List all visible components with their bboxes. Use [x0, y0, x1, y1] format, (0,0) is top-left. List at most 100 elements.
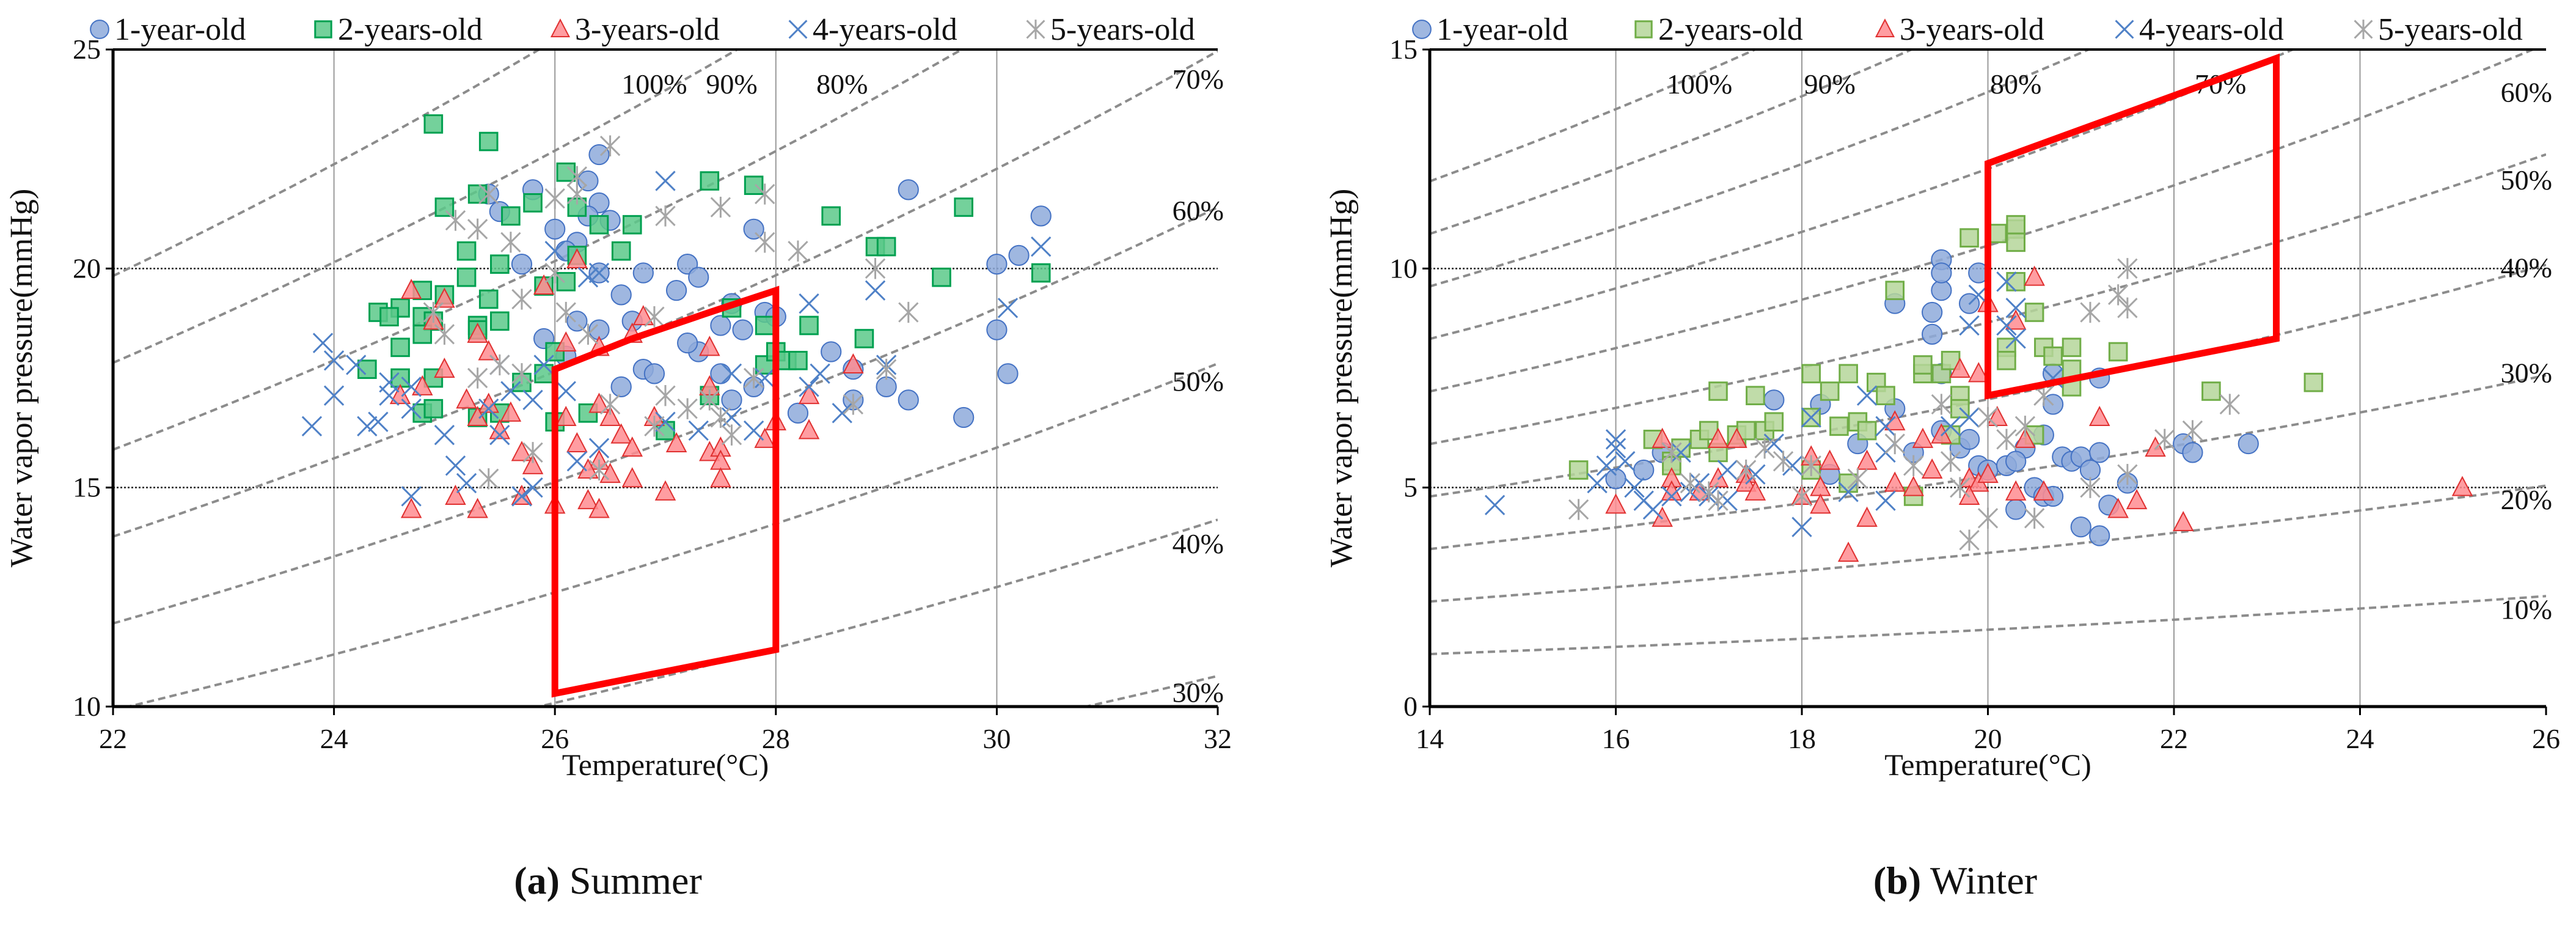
data-point-5-years-old — [721, 424, 742, 446]
rh-curve-label: 80% — [816, 68, 868, 100]
data-point-5-years-old — [1884, 433, 1905, 455]
data-point-2-years-old — [876, 237, 896, 257]
rh-curve-label: 100% — [621, 68, 687, 100]
data-point-2-years-old — [2006, 215, 2025, 235]
data-point-3-years-old — [621, 467, 643, 488]
legend-marker-circle — [1412, 20, 1432, 39]
y-tick-label: 10 — [73, 691, 101, 722]
data-point-5-years-old — [876, 359, 897, 380]
data-point-4-years-old — [489, 425, 510, 446]
data-point-4-years-old — [1661, 486, 1682, 507]
data-point-3-years-old — [1884, 471, 1906, 492]
data-point-5-years-old — [843, 394, 864, 415]
data-point-4-years-old — [323, 350, 345, 371]
data-point-3-years-old — [1903, 476, 1924, 496]
data-point-2-years-old — [1959, 228, 1979, 248]
data-point-4-years-old — [655, 171, 676, 191]
rh-curve-label: 10% — [2501, 593, 2552, 625]
rh-curve-90 — [113, 50, 740, 364]
data-point-4-years-old — [368, 411, 389, 432]
data-point-4-years-old — [434, 425, 455, 446]
y-tick-label: 5 — [1403, 472, 1418, 503]
rh-curves — [113, 50, 1218, 707]
rh-curve-label: 20% — [2501, 484, 2552, 515]
data-point-1-year-old — [1763, 389, 1785, 411]
data-point-2-years-old — [1801, 364, 1821, 384]
data-point-3-years-old — [434, 358, 455, 378]
legend-marker-asterisk — [1026, 20, 1045, 39]
data-point-1-year-old — [2089, 442, 2110, 463]
data-point-1-year-old — [2005, 499, 2027, 520]
series-1-year-old — [478, 144, 1052, 428]
data-point-2-years-old — [2303, 372, 2324, 392]
data-point-2-years-old — [423, 114, 444, 134]
data-point-4-years-old — [401, 399, 422, 419]
series-5-years-old — [423, 135, 919, 490]
data-point-1-year-old — [2238, 433, 2259, 455]
data-point-2-years-old — [932, 267, 951, 287]
data-point-4-years-old — [688, 420, 709, 441]
data-point-1-year-old — [821, 341, 842, 362]
data-point-3-years-old — [1744, 480, 1766, 501]
data-point-3-years-old — [566, 248, 588, 268]
data-point-1-year-old — [953, 406, 975, 428]
data-point-5-years-old — [511, 288, 532, 310]
data-point-4-years-old — [511, 486, 532, 507]
data-point-2-years-old — [700, 171, 720, 191]
data-point-3-years-old — [1921, 458, 1943, 479]
data-point-4-years-old — [1791, 516, 1812, 537]
data-point-1-year-old — [721, 389, 742, 411]
figure-caption: (b) Winter — [1873, 859, 2037, 902]
data-point-5-years-old — [1996, 428, 2017, 450]
data-point-2-years-old — [2108, 342, 2128, 362]
data-point-3-years-old — [2088, 405, 2110, 426]
rh-curve-label: 80% — [1990, 68, 2041, 100]
data-point-5-years-old — [1931, 394, 1952, 415]
data-point-4-years-old — [456, 472, 477, 494]
legend-item: 4-years-old — [788, 12, 957, 47]
data-point-3-years-old — [665, 432, 687, 452]
data-point-5-years-old — [2182, 420, 2203, 441]
y-axis-title: Water vapor pressure(mmHg) — [4, 189, 39, 568]
data-point-5-years-old — [655, 205, 676, 227]
data-point-4-years-old — [312, 333, 334, 353]
data-point-4-years-old — [478, 399, 499, 419]
data-point-1-year-old — [1931, 280, 1952, 301]
data-point-4-years-old — [323, 385, 345, 406]
data-point-3-years-old — [610, 423, 632, 444]
data-point-1-year-old — [688, 266, 709, 288]
data-point-2-years-old — [1857, 421, 1877, 441]
legend-marker-triangle — [550, 18, 571, 37]
data-point-5-years-old — [755, 232, 775, 253]
series-3-years-old — [1605, 265, 2473, 562]
legend-item: 5-years-old — [1026, 12, 1195, 47]
rh-curve-label: 60% — [1173, 195, 1224, 226]
data-point-3-years-old — [1958, 484, 1980, 505]
data-point-5-years-old — [478, 468, 499, 490]
data-point-4-years-old — [1996, 315, 2017, 336]
summer-chart: 22 24 26 28 30 32 10 15 20 25 100% 90% 80% 70% 60% 50% 4… — [4, 12, 1232, 902]
data-point-5-years-old — [434, 323, 455, 345]
data-point-5-years-old — [1735, 459, 1757, 481]
data-point-5-years-old — [599, 394, 621, 415]
data-point-5-years-old — [1940, 450, 1961, 472]
data-point-2-years-old — [490, 254, 510, 274]
data-point-3-years-old — [798, 384, 820, 405]
legend-marker-triangle — [1875, 18, 1895, 37]
data-point-4-years-old — [755, 367, 775, 389]
data-point-2-years-old — [821, 206, 841, 226]
x-tick-label: 20 — [1974, 723, 2002, 754]
data-point-4-years-old — [832, 403, 852, 424]
data-point-4-years-old — [577, 267, 599, 288]
data-point-5-years-old — [1977, 507, 1999, 529]
data-point-5-years-old — [1708, 490, 1729, 512]
rh-curve-10 — [1430, 595, 2546, 656]
data-point-2-years-old — [1031, 263, 1051, 283]
data-point-5-years-old — [677, 398, 698, 419]
data-point-2-years-old — [390, 337, 410, 358]
data-point-1-year-old — [1922, 301, 1943, 323]
data-point-5-years-old — [699, 389, 720, 411]
data-point-2-years-old — [2062, 337, 2082, 358]
data-point-3-years-old — [467, 498, 488, 518]
data-point-5-years-old — [566, 166, 588, 187]
